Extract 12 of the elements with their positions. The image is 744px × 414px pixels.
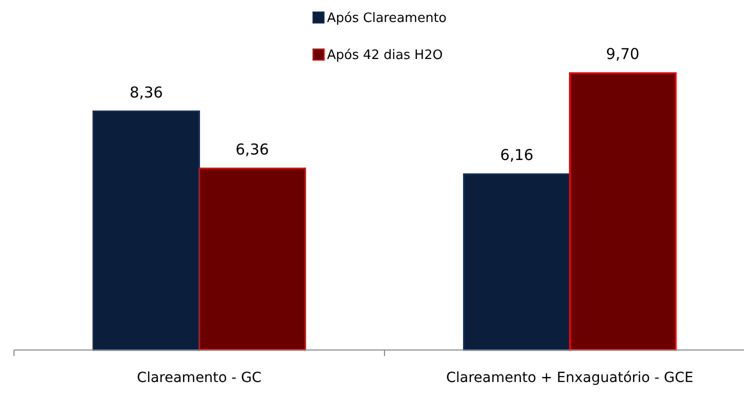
- bar: [198, 168, 306, 351]
- data-label: 9,70: [606, 45, 640, 63]
- legend-label: Após 42 dias H2O: [327, 48, 443, 63]
- data-label: 6,36: [236, 140, 269, 158]
- bar: [92, 110, 200, 351]
- bar: [569, 72, 676, 351]
- data-label: 8,36: [130, 83, 163, 102]
- bar: [463, 173, 570, 351]
- legend-label: Após Clareamento: [327, 11, 447, 26]
- x-tick-label: Clareamento - GC: [136, 370, 262, 386]
- data-label: 6,16: [500, 146, 534, 164]
- x-tick-label: Clareamento + Enxaguatório - GCE: [446, 370, 694, 386]
